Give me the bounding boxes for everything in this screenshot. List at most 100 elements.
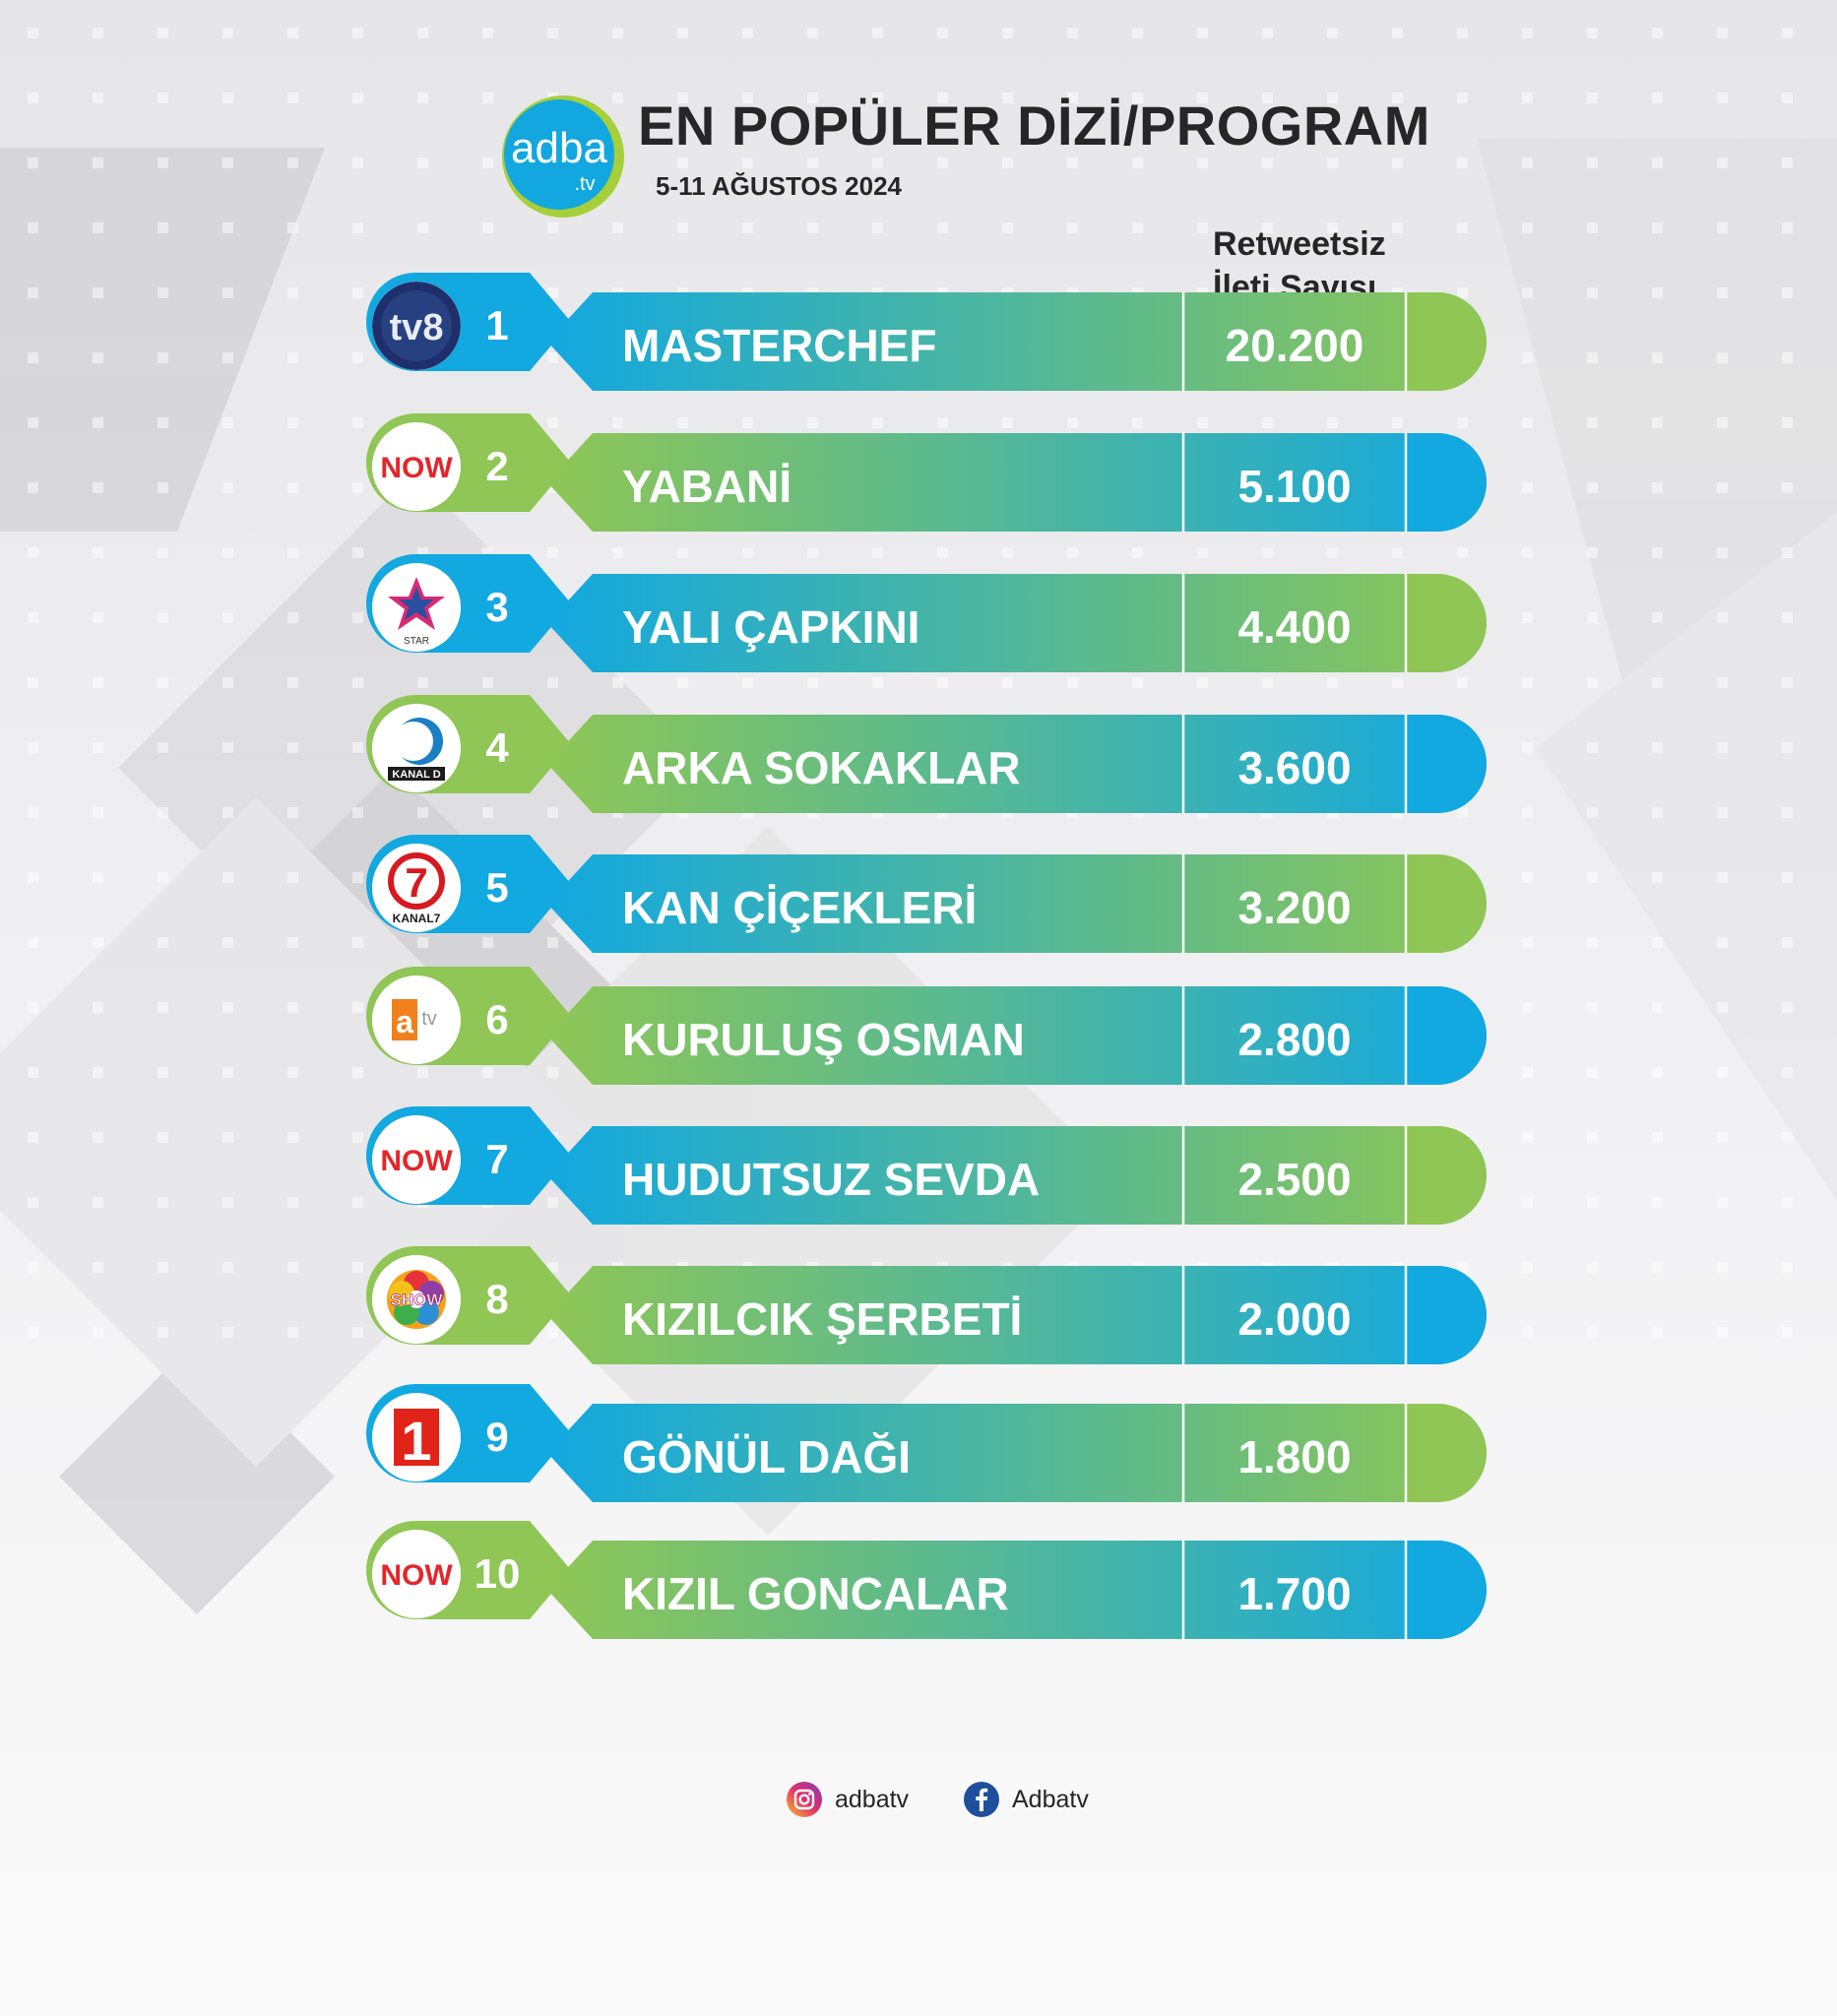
program-bar bbox=[547, 433, 1487, 532]
svg-text:7: 7 bbox=[405, 859, 427, 906]
bar-end-cap bbox=[1406, 1541, 1487, 1639]
program-bar bbox=[547, 1266, 1487, 1364]
row-shape bbox=[366, 1521, 1487, 1639]
svg-text:NOW: NOW bbox=[380, 1145, 453, 1177]
rank-number: 8 bbox=[485, 1276, 509, 1322]
bar-end-cap bbox=[1406, 1404, 1487, 1502]
brand-suffix: .tv bbox=[574, 173, 595, 195]
now-logo: NOW bbox=[372, 422, 461, 511]
ranking-row: tv8 1 MASTERCHEF 20.200 bbox=[364, 271, 1496, 399]
bar-end-cap bbox=[1406, 574, 1487, 672]
bar-end-cap bbox=[1406, 986, 1487, 1085]
program-name: KAN ÇİÇEKLERİ bbox=[622, 882, 978, 933]
facebook-icon bbox=[964, 1782, 999, 1817]
row-shape bbox=[366, 695, 1487, 813]
post-count: 1.700 bbox=[1237, 1568, 1352, 1619]
svg-text:SHOW: SHOW bbox=[391, 1291, 444, 1309]
post-count: 2.000 bbox=[1237, 1293, 1352, 1345]
svg-text:NOW: NOW bbox=[380, 1559, 453, 1592]
svg-text:KANAL D: KANAL D bbox=[392, 769, 440, 781]
program-name: KIZILCIK ŞERBETİ bbox=[622, 1293, 1023, 1345]
tv8-logo: tv8 bbox=[372, 282, 461, 370]
post-count: 2.800 bbox=[1237, 1014, 1352, 1065]
now-icon: NOW bbox=[372, 1530, 461, 1618]
post-count: 2.500 bbox=[1237, 1154, 1352, 1205]
ranking-row: STAR 3 YALI ÇAPKINI 4.400 bbox=[364, 552, 1496, 680]
svg-text:STAR: STAR bbox=[404, 636, 429, 647]
instagram-link[interactable]: adbatv bbox=[786, 1780, 909, 1819]
ranking-row: NOW 7 HUDUTSUZ SEVDA 2.500 bbox=[364, 1104, 1496, 1232]
program-name: KIZIL GONCALAR bbox=[622, 1568, 1009, 1619]
program-name: ARKA SOKAKLAR bbox=[622, 742, 1021, 793]
rank-number: 5 bbox=[485, 864, 509, 911]
show-icon: SHOW bbox=[372, 1255, 461, 1344]
program-bar bbox=[547, 715, 1487, 813]
show-logo: SHOW bbox=[372, 1255, 461, 1344]
facebook-link[interactable]: Adbatv bbox=[963, 1780, 1089, 1819]
tv8-icon: tv8 bbox=[372, 282, 461, 370]
program-name: MASTERCHEF bbox=[622, 320, 937, 371]
row-shape bbox=[366, 554, 1487, 672]
now-icon: NOW bbox=[372, 1115, 461, 1204]
svg-text:KANAL7: KANAL7 bbox=[393, 912, 441, 925]
rank-number: 3 bbox=[485, 584, 509, 630]
rank-number: 2 bbox=[485, 443, 509, 489]
trt1-logo: 1 bbox=[372, 1393, 461, 1481]
atv-icon: a tv bbox=[372, 976, 461, 1064]
post-count: 3.600 bbox=[1237, 742, 1352, 793]
program-name: GÖNÜL DAĞI bbox=[622, 1431, 912, 1482]
date-range: 5-11 AĞUSTOS 2024 bbox=[656, 171, 903, 201]
ranking-row: 1 9 GÖNÜL DAĞI 1.800 bbox=[364, 1382, 1496, 1510]
rank-number: 9 bbox=[485, 1414, 509, 1460]
bar-end-cap bbox=[1406, 1126, 1487, 1225]
instagram-icon bbox=[787, 1782, 822, 1817]
rank-number: 10 bbox=[474, 1550, 521, 1597]
brand-name: adba bbox=[511, 124, 607, 172]
facebook-handle: Adbatv bbox=[1012, 1785, 1089, 1813]
star-logo: STAR bbox=[372, 563, 461, 652]
svg-text:1: 1 bbox=[401, 1410, 431, 1472]
rank-number: 6 bbox=[485, 996, 509, 1042]
svg-text:tv8: tv8 bbox=[390, 307, 444, 348]
row-shape bbox=[366, 1246, 1487, 1364]
bar-end-cap bbox=[1406, 715, 1487, 813]
program-name: HUDUTSUZ SEVDA bbox=[622, 1154, 1041, 1205]
ranking-row: NOW 2 YABANİ 5.100 bbox=[364, 411, 1496, 539]
post-count: 3.200 bbox=[1237, 882, 1352, 933]
rank-number: 4 bbox=[485, 724, 509, 771]
kanald-icon: KANAL D bbox=[372, 704, 461, 792]
kanal7-logo: 7 KANAL7 bbox=[372, 844, 461, 932]
column-header-line1: Retweetsiz bbox=[1213, 225, 1386, 263]
page-title: EN POPÜLER DİZİ/PROGRAM bbox=[638, 94, 1430, 157]
bar-end-cap bbox=[1406, 292, 1487, 391]
instagram-handle: adbatv bbox=[835, 1785, 910, 1813]
program-bar bbox=[547, 1126, 1487, 1225]
ranking-row: SHOW 8 KIZILCIK ŞERBETİ 2.000 bbox=[364, 1244, 1496, 1372]
kanal7-icon: 7 KANAL7 bbox=[372, 844, 461, 932]
program-bar bbox=[547, 1404, 1487, 1502]
atv-logo: a tv bbox=[372, 976, 461, 1064]
post-count: 20.200 bbox=[1225, 320, 1364, 371]
ranking-row: 7 KANAL7 5 KAN ÇİÇEKLERİ 3.200 bbox=[364, 833, 1496, 961]
post-count: 1.800 bbox=[1237, 1431, 1352, 1482]
now-logo: NOW bbox=[372, 1530, 461, 1618]
bar-end-cap bbox=[1406, 854, 1487, 953]
now-logo: NOW bbox=[372, 1115, 461, 1204]
now-icon: NOW bbox=[372, 422, 461, 511]
post-count: 4.400 bbox=[1237, 601, 1352, 653]
ranking-row: KANAL D 4 ARKA SOKAKLAR 3.600 bbox=[364, 693, 1496, 821]
program-name: YABANİ bbox=[622, 461, 792, 512]
rank-number: 7 bbox=[485, 1136, 509, 1182]
ranking-row: NOW 10 KIZIL GONCALAR 1.700 bbox=[364, 1519, 1496, 1647]
program-bar bbox=[547, 854, 1487, 953]
program-name: YALI ÇAPKINI bbox=[622, 601, 920, 653]
svg-text:NOW: NOW bbox=[380, 452, 453, 484]
program-bar bbox=[547, 574, 1487, 672]
program-name: KURULUŞ OSMAN bbox=[622, 1014, 1025, 1065]
bar-end-cap bbox=[1406, 1266, 1487, 1364]
post-count: 5.100 bbox=[1237, 461, 1352, 512]
rank-number: 1 bbox=[485, 302, 509, 348]
bar-end-cap bbox=[1406, 433, 1487, 532]
kanald-logo: KANAL D bbox=[372, 704, 461, 792]
program-bar bbox=[547, 1541, 1487, 1639]
